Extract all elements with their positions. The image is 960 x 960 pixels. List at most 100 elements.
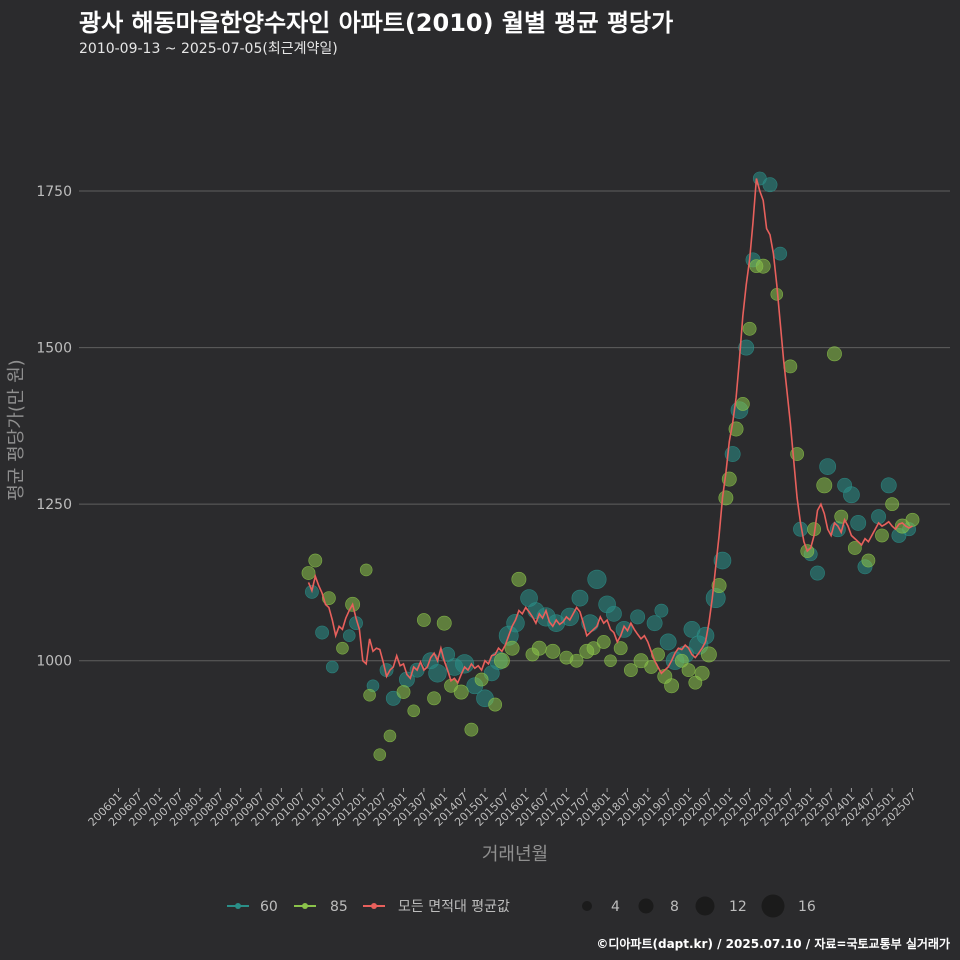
point-60 xyxy=(630,609,646,625)
y-tick-label: 1250 xyxy=(36,497,72,513)
point-85 xyxy=(885,497,900,512)
point-60 xyxy=(713,551,732,570)
point-85 xyxy=(735,397,750,411)
point-85 xyxy=(633,653,649,669)
legend-label-avg: 모든 면적대 평균값 xyxy=(398,899,510,915)
point-60 xyxy=(428,664,447,683)
y-axis-title: 평균 평당가(만 원) xyxy=(6,359,27,500)
point-85 xyxy=(875,528,889,543)
legend-size-label-12: 12 xyxy=(729,899,747,915)
point-85 xyxy=(453,684,469,700)
point-85 xyxy=(651,647,665,662)
legend-size-label-16: 16 xyxy=(798,899,816,915)
gridlines xyxy=(79,190,950,662)
point-85 xyxy=(493,652,510,669)
point-60 xyxy=(342,629,356,642)
point-85 xyxy=(488,697,503,712)
legend-label-85: 85 xyxy=(330,899,348,915)
point-85 xyxy=(613,641,628,656)
point-60 xyxy=(773,246,788,261)
point-85 xyxy=(664,678,680,694)
point-60 xyxy=(850,515,867,531)
point-60 xyxy=(615,621,633,638)
legend-size-label-4: 4 xyxy=(611,899,620,915)
point-60 xyxy=(871,509,887,525)
point-60 xyxy=(659,633,677,651)
point-60 xyxy=(654,603,669,618)
point-85 xyxy=(359,563,373,577)
x-tick-labels: 2006012006072007012007072008012008072009… xyxy=(86,788,919,829)
point-85 xyxy=(816,477,833,494)
point-85 xyxy=(545,643,561,659)
point-85 xyxy=(905,512,920,527)
legend-size-4: 4 xyxy=(582,899,620,915)
point-85 xyxy=(694,665,710,681)
point-85 xyxy=(847,541,862,555)
average-line xyxy=(307,178,913,685)
data-points xyxy=(301,171,920,761)
point-85 xyxy=(427,691,441,706)
point-85 xyxy=(336,641,349,655)
point-85 xyxy=(569,653,584,668)
legend-size-label-8: 8 xyxy=(670,899,679,915)
y-tick-label: 1500 xyxy=(36,341,72,357)
point-85 xyxy=(436,615,452,631)
point-85 xyxy=(596,635,611,649)
chart-subtitle: 2010-09-13 ~ 2025-07-05(최근계약일) xyxy=(79,41,338,57)
point-60 xyxy=(605,605,622,622)
point-85 xyxy=(511,571,527,587)
point-85 xyxy=(308,553,323,568)
point-85 xyxy=(604,654,617,668)
point-60 xyxy=(325,660,339,674)
point-60 xyxy=(646,615,663,632)
point-85 xyxy=(474,672,489,687)
point-60 xyxy=(843,486,860,504)
point-60 xyxy=(880,477,897,494)
point-85 xyxy=(755,258,771,274)
point-60 xyxy=(762,177,778,193)
y-tick-label: 1750 xyxy=(36,184,72,200)
chart-title: 광사 해동마을한양수자인 아파트(2010) 월별 평균 평당가 xyxy=(79,9,673,37)
legend: 60 85 모든 면적대 평균값 4 8 12 16 xyxy=(227,894,816,918)
point-60 xyxy=(560,607,579,627)
point-85 xyxy=(407,704,420,718)
y-tick-label: 1000 xyxy=(36,654,72,670)
y-tick-labels: 1000 1250 1500 1750 xyxy=(36,184,72,670)
legend-item-avg[interactable]: 모든 면적대 평균값 xyxy=(363,899,510,915)
point-85 xyxy=(373,748,387,761)
point-85 xyxy=(700,646,717,663)
point-60 xyxy=(810,565,825,581)
source-caption: ©디아파트(dapt.kr) / 2025.07.10 / 자료=국토교통부 실… xyxy=(596,936,950,951)
point-85 xyxy=(396,685,411,699)
legend-item-60[interactable]: 60 xyxy=(227,899,278,915)
point-60 xyxy=(385,690,401,706)
point-85 xyxy=(531,640,547,656)
point-85 xyxy=(711,578,727,594)
point-85 xyxy=(321,591,336,606)
point-60 xyxy=(506,613,525,633)
point-60 xyxy=(587,569,607,589)
point-85 xyxy=(861,553,876,568)
point-85 xyxy=(363,688,376,702)
x-axis-title: 거래년월 xyxy=(482,844,548,865)
point-60 xyxy=(696,626,715,645)
point-85 xyxy=(827,346,842,362)
legend-item-85[interactable]: 85 xyxy=(294,899,348,915)
legend-size-12: 12 xyxy=(695,896,747,916)
point-85 xyxy=(383,729,397,743)
point-85 xyxy=(674,653,689,668)
point-85 xyxy=(742,321,757,336)
point-60 xyxy=(315,625,329,640)
point-85 xyxy=(416,613,431,627)
legend-size-8: 8 xyxy=(638,898,679,915)
point-85 xyxy=(623,663,638,678)
point-85 xyxy=(464,722,479,737)
legend-label-60: 60 xyxy=(260,899,278,915)
point-85 xyxy=(783,359,798,374)
point-60 xyxy=(571,589,589,607)
point-85 xyxy=(504,640,520,656)
point-85 xyxy=(718,490,734,506)
point-85 xyxy=(894,518,910,534)
point-85 xyxy=(586,641,601,656)
